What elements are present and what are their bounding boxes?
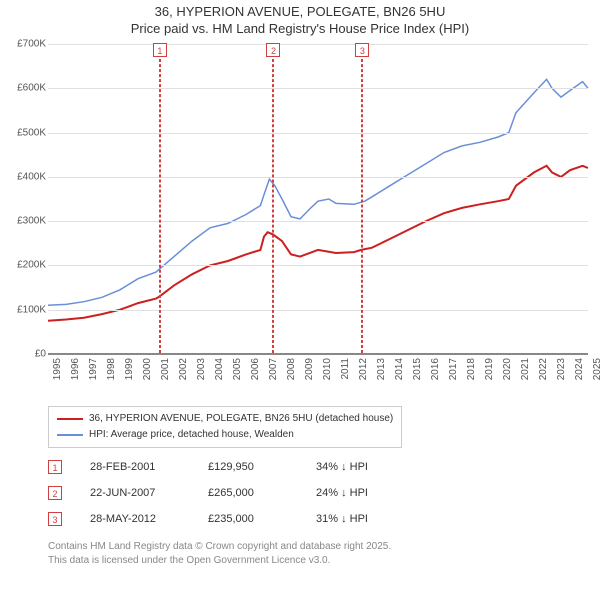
legend-swatch [57, 434, 83, 436]
sale-price: £129,950 [208, 461, 288, 473]
x-axis-label: 2025 [592, 358, 600, 380]
event-marker-label: 3 [355, 43, 369, 57]
event-marker: 3 [361, 44, 363, 353]
event-marker: 2 [272, 44, 274, 353]
sale-pct: 34% ↓ HPI [316, 461, 416, 473]
footer-line: This data is licensed under the Open Gov… [48, 554, 391, 568]
x-axis-label: 2013 [376, 358, 387, 380]
x-axis-label: 2017 [448, 358, 459, 380]
sales-table: 1 28-FEB-2001 £129,950 34% ↓ HPI 2 22-JU… [48, 454, 416, 532]
sale-pct: 24% ↓ HPI [316, 487, 416, 499]
legend: 36, HYPERION AVENUE, POLEGATE, BN26 5HU … [48, 406, 402, 448]
sale-marker-icon: 3 [48, 512, 62, 526]
x-axis-label: 2001 [160, 358, 171, 380]
y-axis-label: £700K [6, 39, 46, 50]
x-axis-label: 2005 [232, 358, 243, 380]
x-axis-label: 2002 [178, 358, 189, 380]
sale-date: 28-FEB-2001 [90, 461, 180, 473]
x-axis-label: 2003 [196, 358, 207, 380]
legend-label: HPI: Average price, detached house, Weal… [89, 427, 294, 443]
series-line-hpi [48, 79, 588, 305]
sale-price: £235,000 [208, 513, 288, 525]
x-axis-label: 2014 [394, 358, 405, 380]
x-axis-label: 1998 [106, 358, 117, 380]
series-svg [48, 44, 588, 354]
sale-date: 22-JUN-2007 [90, 487, 180, 499]
sale-price: £265,000 [208, 487, 288, 499]
x-axis-label: 2008 [286, 358, 297, 380]
attribution-footer: Contains HM Land Registry data © Crown c… [48, 540, 391, 568]
sale-marker-icon: 1 [48, 460, 62, 474]
legend-item: 36, HYPERION AVENUE, POLEGATE, BN26 5HU … [57, 411, 393, 427]
x-axis-label: 1999 [124, 358, 135, 380]
x-axis-label: 2000 [142, 358, 153, 380]
event-marker: 1 [159, 44, 161, 353]
event-marker-label: 1 [153, 43, 167, 57]
x-axis-label: 2009 [304, 358, 315, 380]
x-axis-label: 2006 [250, 358, 261, 380]
title-sub: Price paid vs. HM Land Registry's House … [0, 21, 600, 36]
x-axis-label: 2012 [358, 358, 369, 380]
legend-item: HPI: Average price, detached house, Weal… [57, 427, 393, 443]
sales-row: 3 28-MAY-2012 £235,000 31% ↓ HPI [48, 506, 416, 532]
x-axis-label: 2019 [484, 358, 495, 380]
y-axis-label: £600K [6, 83, 46, 94]
sale-pct: 31% ↓ HPI [316, 513, 416, 525]
x-axis-label: 2015 [412, 358, 423, 380]
legend-swatch [57, 418, 83, 420]
x-axis-label: 2018 [466, 358, 477, 380]
y-axis-label: £400K [6, 171, 46, 182]
y-axis-label: £0 [6, 349, 46, 360]
x-axis-label: 2021 [520, 358, 531, 380]
y-axis-label: £500K [6, 127, 46, 138]
x-axis-label: 2022 [538, 358, 549, 380]
sales-row: 2 22-JUN-2007 £265,000 24% ↓ HPI [48, 480, 416, 506]
y-axis-label: £300K [6, 216, 46, 227]
x-axis-label: 1995 [52, 358, 63, 380]
x-axis-label: 2004 [214, 358, 225, 380]
sale-marker-icon: 2 [48, 486, 62, 500]
x-axis-label: 2007 [268, 358, 279, 380]
sale-date: 28-MAY-2012 [90, 513, 180, 525]
x-axis-label: 2020 [502, 358, 513, 380]
x-axis-label: 1997 [88, 358, 99, 380]
x-axis-label: 1996 [70, 358, 81, 380]
x-axis-label: 2016 [430, 358, 441, 380]
legend-label: 36, HYPERION AVENUE, POLEGATE, BN26 5HU … [89, 411, 393, 427]
y-axis-label: £100K [6, 304, 46, 315]
title-main: 36, HYPERION AVENUE, POLEGATE, BN26 5HU [0, 4, 600, 19]
x-axis-label: 2024 [574, 358, 585, 380]
chart-container: 36, HYPERION AVENUE, POLEGATE, BN26 5HU … [0, 0, 600, 590]
event-marker-label: 2 [266, 43, 280, 57]
chart-titles: 36, HYPERION AVENUE, POLEGATE, BN26 5HU … [0, 0, 600, 36]
x-axis-label: 2011 [340, 358, 351, 380]
series-line-property [48, 166, 588, 321]
plot-area: £0£100K£200K£300K£400K£500K£600K£700K199… [48, 44, 588, 354]
x-axis-label: 2023 [556, 358, 567, 380]
sales-row: 1 28-FEB-2001 £129,950 34% ↓ HPI [48, 454, 416, 480]
x-axis-label: 2010 [322, 358, 333, 380]
footer-line: Contains HM Land Registry data © Crown c… [48, 540, 391, 554]
chart-area: £0£100K£200K£300K£400K£500K£600K£700K199… [8, 44, 592, 400]
y-axis-label: £200K [6, 260, 46, 271]
